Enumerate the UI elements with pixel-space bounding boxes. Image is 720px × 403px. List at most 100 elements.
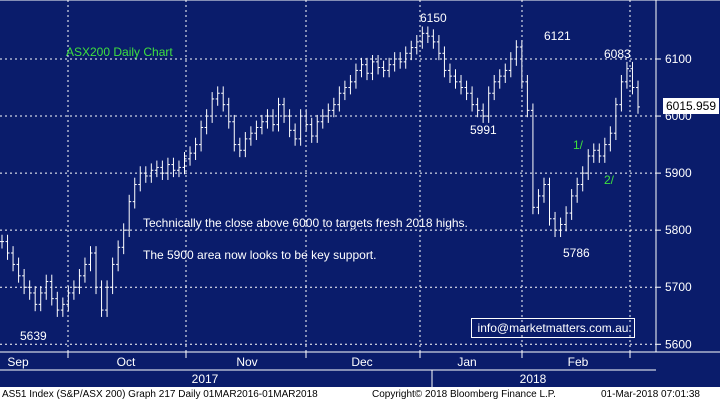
price-bar [403, 46, 408, 69]
price-bar [0, 234, 4, 249]
price-bar [315, 114, 320, 143]
price-bar [613, 97, 618, 141]
price-bar [60, 297, 65, 317]
price-bar [143, 166, 148, 183]
price-bar [199, 120, 204, 152]
trough-label-5639: 5639 [20, 329, 47, 343]
price-bar [525, 74, 530, 118]
price-bar [88, 246, 93, 272]
price-bar [326, 103, 331, 123]
price-bar [359, 57, 364, 78]
price-bar [453, 69, 458, 89]
chart-title: ASX200 Daily Chart [66, 45, 173, 59]
trough-label-5991: 5991 [470, 123, 497, 137]
price-bar [608, 126, 613, 152]
price-bar [237, 137, 242, 158]
price-bar [514, 40, 519, 66]
price-bar [38, 286, 43, 312]
price-bar [82, 257, 87, 283]
price-bar [215, 86, 220, 106]
price-bar [459, 74, 464, 95]
price-bar [320, 109, 325, 129]
price-bar [188, 146, 193, 166]
peak-label-6083: 6083 [604, 47, 631, 61]
price-bar [530, 103, 535, 215]
price-bar [254, 120, 259, 141]
y-tick-label: 5900 [665, 166, 692, 180]
price-bar [71, 280, 76, 300]
wave-label-2: 2/ [604, 173, 615, 187]
price-bar [176, 160, 181, 178]
price-bar [536, 189, 541, 215]
price-bar [160, 160, 165, 180]
annotation-line-1: Technically the close above 6000 to targ… [143, 216, 468, 230]
price-bar [481, 103, 486, 123]
price-bar [337, 86, 342, 112]
price-bar [431, 29, 436, 49]
price-bar [121, 223, 126, 255]
month-label: Dec [351, 355, 372, 369]
month-label: Oct [117, 355, 136, 369]
price-bar [464, 80, 469, 101]
price-bar [77, 268, 82, 295]
footer-security-info: AS51 Index (S&P/ASX 200) Graph 217 Daily… [2, 389, 318, 400]
price-bar [586, 149, 591, 180]
price-bar [265, 109, 270, 129]
price-bar [154, 160, 159, 178]
price-bar [16, 257, 21, 283]
price-bar [630, 61, 635, 95]
price-bar [276, 97, 281, 132]
price-bar [503, 63, 508, 83]
price-bar [259, 114, 264, 135]
price-bar [221, 86, 226, 112]
price-bar [420, 26, 425, 49]
price-bar [105, 280, 110, 317]
price-bar [569, 189, 574, 220]
price-bar [204, 109, 209, 135]
price-bar [27, 280, 32, 300]
email-link[interactable]: info@marketmatters.com.au [471, 318, 635, 338]
price-bar [226, 97, 231, 129]
price-bar [99, 280, 104, 317]
price-bar [580, 166, 585, 192]
price-bar [414, 35, 419, 55]
price-bar [304, 109, 309, 132]
month-label: Jan [457, 355, 476, 369]
price-bar [282, 97, 287, 123]
price-bar [182, 152, 187, 175]
price-bar [470, 86, 475, 112]
footer-copyright: Copyright© 2018 Bloomberg Finance L.P. [372, 389, 556, 400]
price-bar [591, 143, 596, 163]
price-bar [127, 194, 132, 238]
price-bar [547, 177, 552, 226]
price-bar [149, 163, 154, 183]
price-bar [519, 40, 524, 89]
price-bar [232, 114, 237, 152]
price-bar [447, 63, 452, 83]
price-bar [365, 57, 370, 81]
price-bar [348, 74, 353, 95]
last-price-box: 6015.959 [663, 98, 719, 114]
price-bar [66, 286, 71, 312]
x-axis: Sep Oct Nov Dec Jan Feb 2017 2018 [0, 352, 656, 387]
year-label: 2017 [192, 372, 219, 386]
price-bar [110, 257, 115, 295]
price-bar [436, 35, 441, 61]
price-bar [597, 143, 602, 163]
price-bar [193, 137, 198, 160]
price-bar [132, 177, 137, 209]
price-bar [508, 52, 513, 78]
price-bar [49, 274, 54, 306]
price-bar [497, 69, 502, 89]
price-bar [387, 57, 392, 78]
price-bar [398, 52, 403, 69]
price-bar [298, 109, 303, 146]
price-bar [486, 86, 491, 123]
y-tick-label: 5600 [665, 337, 692, 351]
peak-label-6121: 6121 [544, 29, 571, 43]
price-bar [331, 97, 336, 118]
price-bar [171, 157, 176, 178]
price-bar [541, 177, 546, 203]
price-bar [558, 217, 563, 238]
